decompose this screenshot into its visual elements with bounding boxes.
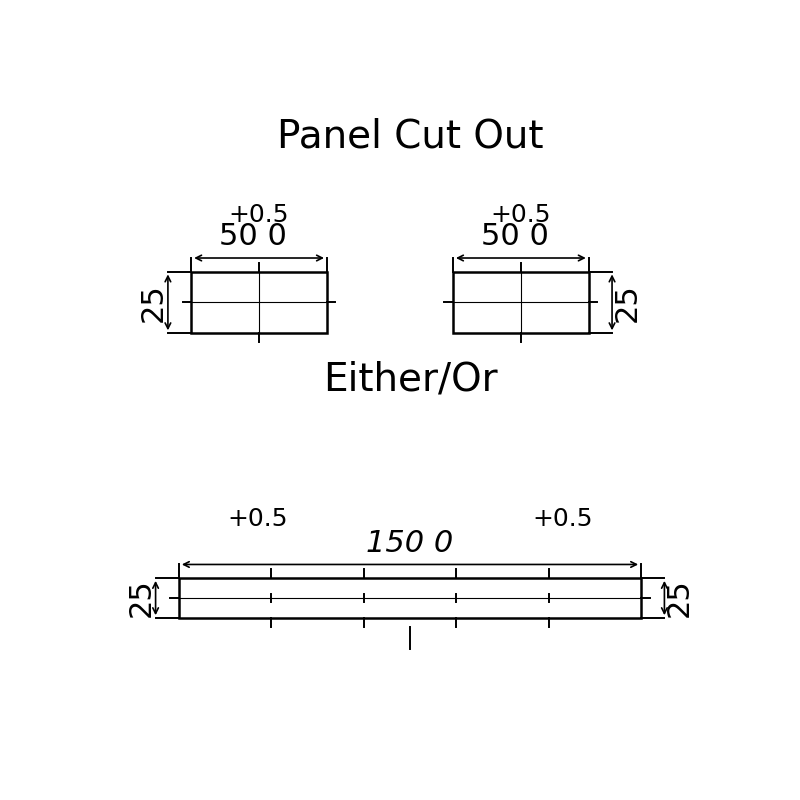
Bar [453,271,589,333]
Text: 25: 25 [138,283,168,322]
Text: 25: 25 [612,283,642,322]
Text: Panel Cut Out: Panel Cut Out [277,117,543,155]
Text: +0.5: +0.5 [227,506,288,530]
Text: +0.5: +0.5 [229,203,290,227]
Text: Either/Or: Either/Or [322,360,498,398]
Text: 25: 25 [126,578,155,618]
Bar [191,271,327,333]
Text: +0.5: +0.5 [490,203,551,227]
Bar [179,578,641,618]
Text: 25: 25 [665,578,694,618]
Text: 50 0: 50 0 [481,222,549,250]
Text: 150 0: 150 0 [366,530,454,558]
Text: +0.5: +0.5 [532,506,593,530]
Text: 50 0: 50 0 [219,222,287,250]
